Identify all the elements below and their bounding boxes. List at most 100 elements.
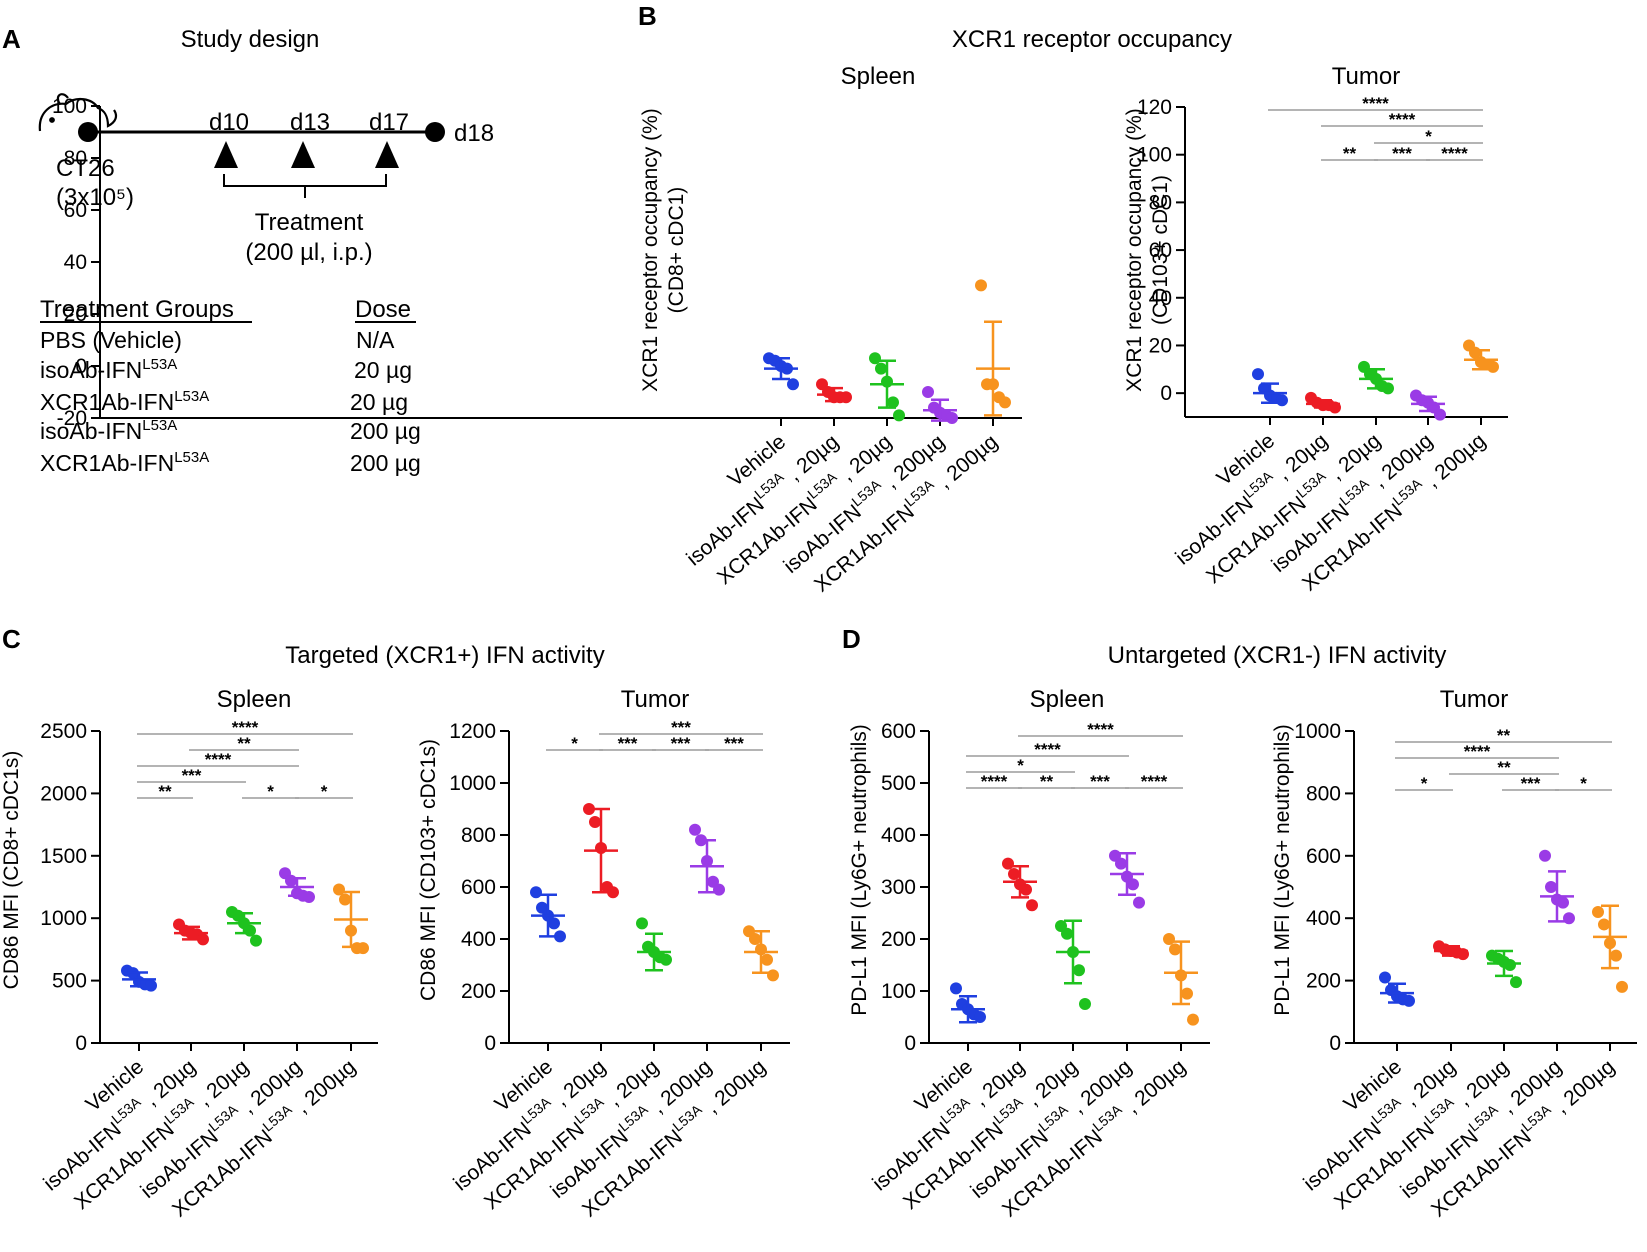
group-dose-3: 200 µg	[350, 418, 421, 444]
y-axis-label: PD-L1 MFI (Ly6G+ neutrophils)	[848, 724, 871, 1016]
data-point	[749, 933, 761, 945]
study-design-panel: Study design d10 d13 d17 d18 CT26 (3x10⁵…	[38, 26, 494, 476]
data-point	[583, 803, 595, 815]
data-point	[1020, 883, 1032, 896]
y-tick-label: 100	[52, 95, 87, 118]
section-title-c: Targeted (XCR1+) IFN activity	[285, 642, 604, 669]
data-point	[1079, 998, 1091, 1010]
data-point	[554, 930, 566, 943]
day-label-2: d13	[290, 109, 330, 136]
data-point	[1539, 849, 1551, 862]
section-title-b: XCR1 receptor occupancy	[952, 26, 1232, 53]
y-tick-label: 200	[881, 928, 916, 951]
data-point	[1187, 1013, 1199, 1026]
chart-c_tumor: Tumor 0 200 400 600 800 1000 1200 CD86 MFI (CD10…	[417, 686, 790, 1222]
cells-label: (3x10⁵)	[56, 184, 134, 211]
data-point	[197, 933, 209, 946]
significance-stars: ***	[618, 734, 638, 753]
significance-stars: ****	[1464, 742, 1491, 761]
y-tick-label: 600	[1306, 845, 1341, 868]
panel-letter-a: A	[2, 24, 21, 54]
significance-stars: *	[1580, 774, 1587, 793]
y-tick-label: 500	[52, 970, 87, 993]
chart-title: Spleen	[217, 686, 292, 713]
y-tick-label: 400	[881, 824, 916, 847]
group-name-4: XCR1Ab-IFNL53A	[40, 449, 209, 476]
data-point	[787, 378, 799, 391]
significance-stars: ****	[1087, 720, 1114, 739]
data-point	[1616, 980, 1628, 993]
data-point	[1276, 394, 1288, 407]
chart-b_spleen: Spleen -20 0 20 40 60 80 100 XCR1 receptor occup…	[52, 63, 1022, 597]
significance-stars: *	[321, 782, 328, 801]
y-tick-label: 200	[1306, 970, 1341, 993]
data-point	[530, 886, 542, 899]
panel-letter-d: D	[842, 624, 861, 654]
significance-stars: ***	[182, 766, 202, 785]
group-name-0: PBS (Vehicle)	[40, 327, 182, 353]
significance-stars: **	[158, 782, 172, 801]
chart-title: Tumor	[1440, 686, 1508, 713]
group-dose-1: 20 µg	[354, 357, 412, 383]
data-point	[1382, 382, 1394, 395]
data-point	[999, 396, 1011, 409]
y-axis-label: CD86 MFI (CD103+ cDC1s)	[417, 739, 440, 1001]
data-point	[244, 924, 256, 937]
group-name-sup-1: L53A	[142, 356, 177, 373]
group-name-sup-2: L53A	[174, 388, 209, 405]
chart-title: Tumor	[1332, 63, 1400, 90]
data-point	[357, 942, 369, 955]
y-axis-label: XCR1 receptor occupancy (%)	[1123, 108, 1146, 392]
y-tick-label: 0	[1160, 382, 1172, 405]
significance-stars: ***	[671, 718, 691, 737]
group-name-1: isoAb-IFNL53A	[40, 356, 177, 383]
end-day-label: d18	[454, 120, 494, 147]
data-point	[303, 890, 315, 903]
treatment-label: Treatment	[255, 209, 364, 236]
data-point	[689, 823, 701, 836]
data-point	[1504, 959, 1516, 971]
significance-stars: ****	[981, 772, 1008, 791]
start-dot	[78, 122, 98, 142]
data-point	[145, 979, 157, 992]
y-tick-label: 40	[64, 251, 87, 274]
data-point	[869, 352, 881, 365]
end-dot	[425, 122, 445, 142]
data-point	[1252, 368, 1264, 381]
dose-triangle-3	[375, 141, 399, 168]
data-point	[1026, 899, 1038, 912]
start-label: CT26	[56, 155, 115, 182]
y-tick-label: 200	[461, 980, 496, 1003]
y-tick-label: 1200	[449, 720, 496, 743]
dose-triangle-1	[214, 141, 238, 168]
section-title-d: Untargeted (XCR1-) IFN activity	[1108, 642, 1447, 669]
data-point	[1487, 360, 1499, 373]
data-point	[974, 1011, 986, 1023]
data-point	[1403, 994, 1415, 1007]
y-tick-label: 60	[1149, 239, 1172, 262]
group-dose-2: 20 µg	[350, 389, 408, 415]
panel-letter-b: B	[638, 1, 657, 31]
data-point	[875, 362, 887, 375]
y-axis-label: CD86 MFI (CD8+ cDC1s)	[0, 751, 23, 990]
data-point	[1557, 896, 1569, 909]
y-tick-label: 20	[1149, 334, 1172, 357]
data-point	[636, 917, 648, 930]
data-point	[339, 893, 351, 906]
mouse-icon	[38, 93, 118, 132]
significance-stars: ***	[1392, 144, 1412, 163]
significance-stars: ****	[1441, 144, 1468, 163]
significance-stars: ****	[205, 750, 232, 769]
y-tick-label: 1000	[449, 772, 496, 795]
data-point	[761, 953, 773, 966]
y-tick-label: 40	[1149, 287, 1172, 310]
chart-title: Spleen	[841, 63, 916, 90]
data-point	[548, 917, 560, 930]
significance-stars: *	[1421, 774, 1428, 793]
y-tick-label: 0	[75, 1032, 87, 1055]
y-tick-label: -20	[57, 407, 87, 430]
y-tick-label: 2000	[40, 782, 87, 805]
panel-letter-c: C	[2, 624, 21, 654]
